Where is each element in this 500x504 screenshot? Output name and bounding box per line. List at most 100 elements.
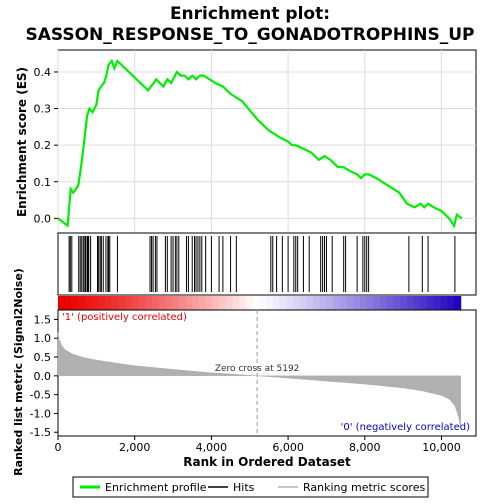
color-bar-segment (131, 296, 140, 310)
color-bar-segment (386, 296, 395, 310)
color-bar-segment (380, 296, 388, 310)
color-bar-segment (427, 296, 435, 310)
color-bar-segment (71, 296, 79, 310)
zero-cross-label: Zero cross at 5192 (215, 364, 300, 374)
color-bar-segment (178, 296, 187, 310)
color-bar-segment (185, 296, 193, 310)
color-bar-segment (165, 296, 173, 310)
legend-label: Enrichment profile (105, 481, 207, 494)
color-bar-segment (266, 296, 274, 310)
color-bar-segment (198, 296, 207, 310)
color-bar-segment (333, 296, 341, 310)
color-bar-segment (212, 296, 220, 310)
legend-label: Ranking metric scores (303, 481, 425, 494)
negative-label: '0' (negatively correlated) (341, 422, 470, 433)
x-tick-label: 0 (55, 441, 62, 454)
color-bar-segment (339, 296, 348, 310)
es-y-ticks: 0.0 0.1 0.2 0.3 0.4 (34, 66, 58, 225)
color-bar-segment (272, 296, 281, 310)
color-bar-segment (158, 296, 166, 310)
color-bar-segment (118, 296, 126, 310)
es-y-tick-label: 0.3 (34, 103, 52, 116)
color-bar-segment (413, 296, 421, 310)
es-y-tick-label: 0.0 (34, 212, 52, 225)
color-bar-segment (447, 296, 455, 310)
color-bar-segment (292, 296, 301, 310)
color-bar-segment (192, 296, 200, 310)
es-y-tick-label: 0.4 (34, 66, 52, 79)
color-bar-segment (299, 296, 307, 310)
x-ticks: 0 2,000 4,000 6,000 8,000 10,000 (55, 436, 461, 454)
es-y-tick-label: 0.2 (34, 139, 52, 152)
ranking-y-ticks: -1.5 -1.0 -0.5 0.0 0.5 1.0 1.5 (30, 313, 58, 439)
color-bar-segment (111, 296, 119, 310)
x-axis-label: Rank in Ordered Dataset (183, 455, 351, 469)
color-bar-segment (91, 296, 99, 310)
color-bar-segment (433, 296, 442, 310)
color-bar-segment (353, 296, 361, 310)
color-bar-segment (393, 296, 401, 310)
ranking-y-tick-label: 1.5 (34, 313, 52, 326)
color-bar-segment (373, 296, 381, 310)
color-bar-segment (84, 296, 93, 310)
color-bar-segment (58, 296, 66, 310)
color-bar-segment (232, 296, 240, 310)
color-bar-segment (219, 296, 227, 310)
color-bar-segment (359, 296, 368, 310)
color-bar-segment (98, 296, 106, 310)
rank-color-bar (58, 296, 462, 310)
color-bar-segment (245, 296, 254, 310)
es-y-tick-label: 0.1 (34, 176, 52, 189)
chart-title-line2: SASSON_RESPONSE_TO_GONADOTROPHINS_UP (25, 25, 474, 45)
hits-panel (57, 232, 477, 296)
legend-box (72, 476, 429, 498)
color-bar-segment (313, 296, 321, 310)
ranking-y-tick-label: -0.5 (30, 389, 51, 402)
legend: Enrichment profile Hits Ranking metric sco… (80, 481, 425, 494)
x-tick-label: 10,000 (422, 441, 461, 454)
color-bar-segment (64, 296, 73, 310)
es-line-group (57, 58, 463, 229)
color-bar-segment (406, 296, 415, 310)
enrichment-profile-line (57, 58, 463, 229)
color-bar-segment (145, 296, 153, 310)
color-bar-segment (326, 296, 334, 310)
color-bar-segment (259, 296, 267, 310)
x-tick-label: 4,000 (196, 441, 228, 454)
x-tick-label: 2,000 (119, 441, 151, 454)
ranking-y-tick-label: -1.5 (30, 426, 51, 439)
color-bar-segment (252, 296, 260, 310)
color-bar-segment (138, 296, 146, 310)
positive-label: '1' (positively correlated) (62, 312, 187, 323)
color-bar-segment (172, 296, 180, 310)
color-bar-segment (420, 296, 428, 310)
color-bar-segment (225, 296, 234, 310)
color-bar-segment (205, 296, 213, 310)
color-bar-segment (104, 296, 113, 310)
color-bar-segment (279, 296, 287, 310)
color-bar-segment (306, 296, 314, 310)
color-bar-segment (239, 296, 247, 310)
color-bar-segment (453, 296, 462, 310)
ranking-y-tick-label: 0.0 (34, 370, 52, 383)
ranking-y-axis-label: Ranked list metric (Signal2Noise) (12, 268, 25, 476)
color-bar-segment (366, 296, 375, 310)
color-bar-segment (440, 296, 448, 310)
color-bar-segment (286, 296, 294, 310)
color-bar-segment (78, 296, 86, 310)
hits-group (68, 236, 456, 292)
color-bar-segment (125, 296, 133, 310)
legend-label: Hits (233, 481, 255, 494)
x-tick-label: 8,000 (349, 441, 381, 454)
ranking-y-tick-label: 1.0 (34, 332, 52, 345)
color-bar-segment (346, 296, 354, 310)
chart-title-line1: Enrichment plot: (170, 4, 330, 24)
color-bar-segment (319, 296, 328, 310)
ranking-y-tick-label: -1.0 (30, 407, 51, 420)
es-y-axis-label: Enrichment score (ES) (15, 67, 29, 217)
ranking-y-tick-label: 0.5 (34, 351, 52, 364)
color-bar-segment (400, 296, 408, 310)
color-bar-segment (151, 296, 160, 310)
